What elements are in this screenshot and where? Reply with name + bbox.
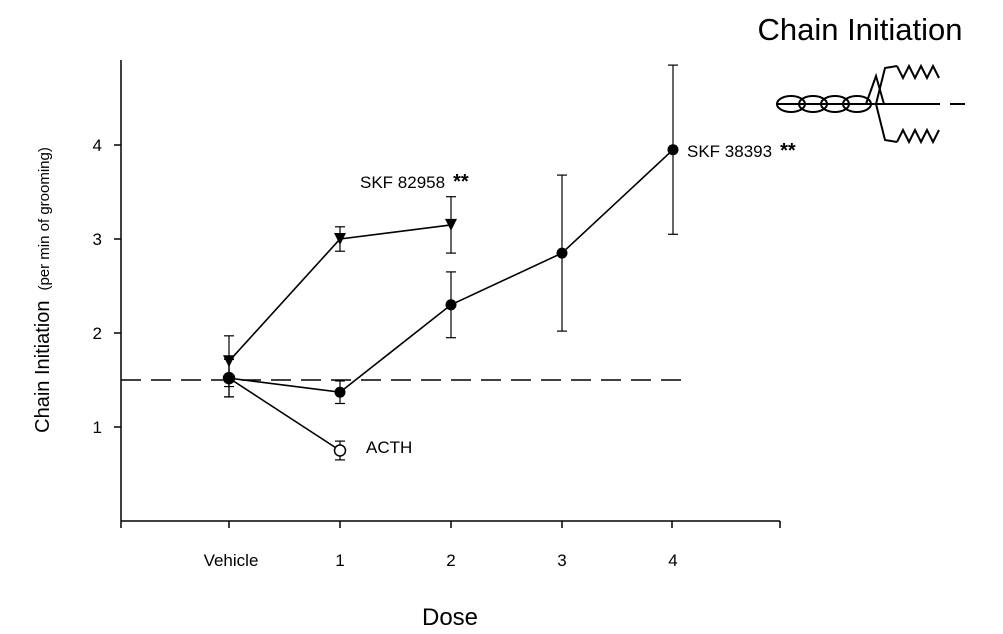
series-acth	[222, 358, 347, 461]
series-label: ACTH	[366, 438, 412, 457]
significance-marker: **	[780, 140, 796, 162]
data-point-open-circle	[333, 444, 347, 457]
y-ticks: 1 2 3 4	[93, 136, 121, 437]
data-point-circle	[334, 386, 346, 398]
series-label: SKF 38393 **	[687, 140, 796, 162]
y-axis-title: Chain Initiation (per min of grooming)	[32, 147, 54, 433]
y-tick-label: 2	[93, 324, 102, 343]
y-axis-title-main: Chain Initiation	[32, 301, 54, 433]
data-point-circle	[445, 299, 457, 311]
chain-schematic-icon	[776, 63, 965, 145]
data-point-triangle	[445, 218, 457, 231]
data-point-circle	[556, 247, 568, 259]
data-point-triangle	[223, 355, 235, 368]
y-tick-label: 3	[93, 230, 102, 249]
data-point-triangle	[334, 233, 346, 245]
data-point-circle	[667, 144, 679, 156]
x-tick-label: 4	[668, 551, 677, 570]
x-tick-label: 3	[557, 551, 566, 570]
series-label-name: SKF 82958	[360, 173, 445, 192]
series-line	[228, 149, 674, 394]
x-tick-label: 1	[335, 551, 344, 570]
series-layer: SKF 82958 ** SKF 38393 ** ACTH	[222, 64, 796, 461]
y-tick-label: 1	[93, 418, 102, 437]
series-skf-82958	[223, 196, 457, 388]
x-axis-title: Dose	[422, 604, 478, 631]
series-line	[228, 377, 341, 452]
significance-marker: **	[453, 171, 469, 193]
x-tick-label: 2	[446, 551, 455, 570]
y-axis-title-unit: (per min of grooming)	[36, 147, 53, 290]
y-tick-label: 4	[93, 136, 102, 155]
x-ticks: Vehicle 1 2 3 4	[120, 521, 781, 570]
x-tick-label: Vehicle	[204, 551, 259, 570]
chart-title: Chain Initiation	[757, 12, 962, 47]
series-label: SKF 82958 **	[360, 171, 469, 193]
series-label-name: SKF 38393	[687, 142, 772, 161]
series-label-name: ACTH	[366, 438, 412, 457]
